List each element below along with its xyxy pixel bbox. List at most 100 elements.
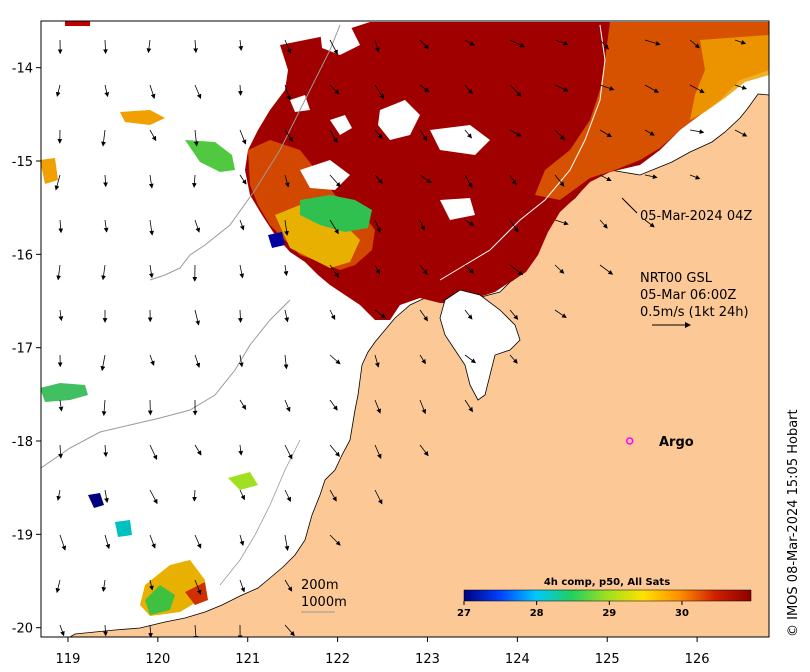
current-vector-arrow [689, 174, 701, 180]
current-vector-arrow [239, 129, 247, 145]
current-vector-arrow [148, 174, 154, 189]
current-vector-arrow [100, 354, 106, 372]
current-vector-arrow [734, 84, 748, 90]
current-vector-arrow [329, 444, 340, 457]
current-vector-arrow [374, 264, 380, 275]
current-vector-arrow [374, 174, 383, 184]
current-vector-arrow [284, 84, 291, 101]
current-vector-arrow [374, 399, 381, 414]
current-vector-arrow [554, 219, 569, 226]
current-vector-arrow [284, 174, 290, 188]
current-vector-arrow [599, 264, 614, 275]
current-vector-arrow [56, 489, 62, 501]
isobath-1000m-line [149, 24, 341, 281]
current-vector-arrow [419, 39, 430, 50]
sst-red-patch-sw [185, 582, 208, 605]
current-vector-arrow [284, 444, 293, 460]
lon-tick-label: 126 [685, 652, 710, 667]
current-vector-arrow [58, 444, 63, 459]
current-vector-arrow [464, 354, 477, 364]
current-vector-arrow [193, 129, 199, 147]
current-vector-arrow [239, 534, 245, 546]
current-vector-arrow [599, 39, 609, 50]
lat-tick-label: -16 [12, 248, 33, 263]
isobath-1000m-label: 1000m [301, 595, 347, 610]
current-vector-arrow [419, 444, 429, 457]
current-vector-arrow [509, 309, 519, 320]
current-vector-arrow [419, 174, 432, 184]
current-vector-arrow [329, 264, 340, 278]
lon-tick-label: 122 [325, 652, 350, 667]
current-vectors [54, 39, 748, 637]
current-vector-arrow [194, 309, 201, 326]
current-vector-arrow [238, 309, 243, 323]
current-vector-arrow [734, 39, 747, 45]
lon-tick-label: 119 [56, 652, 81, 667]
colorbar-tick-label: 28 [530, 608, 544, 619]
current-vector-arrow [58, 219, 64, 234]
current-vector-arrow [689, 84, 705, 93]
pass-time-pointer [621, 197, 638, 214]
current-vector-arrow [238, 39, 244, 51]
current-vector-arrow [509, 354, 518, 364]
cloud-gap-5 [320, 25, 360, 55]
current-vector-arrow [419, 264, 428, 275]
current-vector-arrow [56, 264, 62, 281]
current-vector-arrow [194, 219, 201, 233]
lat-tick-label: -20 [12, 622, 33, 637]
current-vector-arrow [509, 39, 525, 48]
colorbar-tick-label: 30 [675, 608, 689, 619]
isobath-200m-label: 200m [301, 578, 338, 593]
current-vector-arrow [329, 309, 336, 320]
current-vector-arrow [329, 129, 338, 144]
current-vector-arrow [464, 84, 473, 95]
current-vector-arrow [194, 84, 202, 100]
current-vector-arrow [101, 129, 106, 147]
current-vector-arrow [238, 354, 244, 368]
sst-yellow-fringe-ne [690, 35, 769, 120]
current-vector-arrow [464, 264, 474, 274]
current-vector-arrow [239, 399, 247, 410]
current-vector-arrow [149, 489, 158, 505]
current-vector-arrow [193, 39, 198, 54]
current-vector-arrow [599, 219, 608, 229]
current-vector-arrow [239, 174, 247, 185]
current-vector-arrow [284, 219, 289, 236]
sst-green-patch-sw [145, 585, 175, 615]
cloud-gap-1 [378, 100, 420, 140]
cloud-gap-6 [330, 115, 352, 135]
current-vector-arrow [464, 309, 473, 320]
argo-float-marker[interactable] [625, 437, 634, 445]
current-vector-arrow [374, 309, 387, 319]
plot-area [41, 21, 769, 637]
lon-tick-label: 124 [505, 652, 530, 667]
current-vector-arrow [149, 444, 158, 461]
current-vector-arrow [193, 624, 199, 637]
current-vector-arrow [284, 624, 295, 637]
current-vector-arrow [58, 309, 64, 322]
current-vector-arrow [464, 219, 475, 226]
current-vector-arrow [554, 264, 565, 274]
sst-blue-patch [88, 493, 104, 508]
latitude-axis: -14 -15 -16 -17 -18 -19 -20 [12, 62, 41, 637]
current-vector-arrow [239, 579, 246, 593]
current-vector-arrow [284, 309, 290, 323]
pass-time-label: 05-Mar-2024 04Z [640, 209, 752, 224]
current-vector-arrow [644, 174, 658, 179]
current-vector-arrow [283, 354, 289, 370]
current-vector-arrow [103, 624, 108, 637]
current-vector-arrow [464, 39, 475, 46]
current-vector-arrow [374, 219, 381, 233]
current-vector-arrow [374, 444, 382, 459]
current-vector-arrow [554, 84, 569, 92]
lat-tick-label: -19 [12, 528, 33, 543]
current-vector-arrow [329, 39, 338, 55]
current-vector-arrow [149, 219, 154, 236]
argo-label: Argo [659, 435, 694, 450]
sst-red-patch-nw [65, 21, 90, 26]
current-vector-arrow [329, 399, 338, 411]
current-vector-arrow [149, 129, 157, 142]
current-vector-arrow [149, 84, 156, 99]
isobath-200m-line-s [219, 439, 301, 586]
